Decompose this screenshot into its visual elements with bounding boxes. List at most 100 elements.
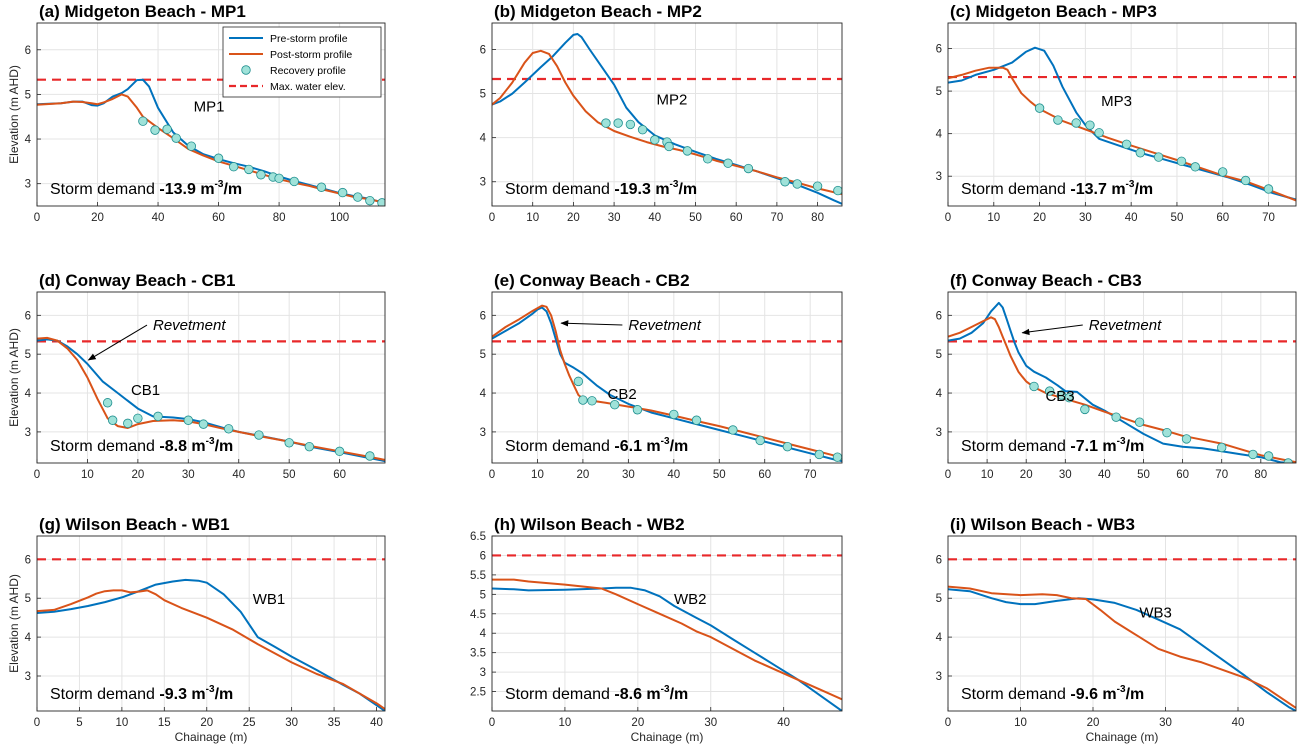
recovery-point xyxy=(183,415,194,425)
axes-frame xyxy=(36,22,386,207)
recovery-point xyxy=(1064,393,1074,403)
y-tick-label: 4 xyxy=(480,133,487,145)
x-tick-label: 50 xyxy=(713,469,726,481)
x-tick-label: 20 xyxy=(1020,469,1033,481)
y-tick-label: 6 xyxy=(25,45,31,57)
revetment-annotation-label: Revetment xyxy=(153,317,226,334)
recovery-point xyxy=(1085,120,1095,130)
y-tick-label: 5 xyxy=(480,89,486,101)
axes-frame xyxy=(491,22,843,207)
x-tick-label: 30 xyxy=(608,212,621,224)
storm-demand-suffix: /m xyxy=(1126,438,1145,455)
panel-title: (e) Conway Beach - CB2 xyxy=(494,271,690,290)
panel-9: 0 10 20 30 40 3 4 5 6 (i) Wilson Beach - WB3 WB3 St… xyxy=(936,515,1297,744)
storm-demand-text: Storm demand -8.8 m-3/m xyxy=(50,436,233,455)
y-axis-label: Elevation (m AHD) xyxy=(7,328,21,427)
storm-demand-value: -7.1 xyxy=(1070,438,1098,455)
plot-series-group xyxy=(948,558,1296,711)
x-tick-label: 40 xyxy=(1232,717,1245,729)
profile-label: MP3 xyxy=(1101,93,1132,110)
legend-entry-label: Post-storm profile xyxy=(270,49,352,61)
panel-title: (a) Midgeton Beach - MP1 xyxy=(39,2,246,21)
recovery-point xyxy=(1248,449,1258,460)
storm-demand-suffix: /m xyxy=(670,438,689,455)
recovery-point xyxy=(244,164,254,175)
x-tick-label: 40 xyxy=(1098,469,1111,481)
revetment-annotation-arrow xyxy=(560,320,623,327)
storm-demand-unit: m xyxy=(646,686,660,703)
x-tick-label: 20 xyxy=(577,469,590,481)
y-tick-label: 5.5 xyxy=(470,570,486,582)
x-tick-label: 0 xyxy=(945,212,951,224)
storm-demand-prefix: Storm demand xyxy=(50,686,155,703)
x-tick-label: 60 xyxy=(1216,212,1229,224)
x-tick-label: 70 xyxy=(770,212,783,224)
x-tick-label: 30 xyxy=(622,469,635,481)
storm-demand-text: Storm demand -13.9 m-3/m xyxy=(50,179,242,198)
x-tick-label: 25 xyxy=(243,717,256,729)
recovery-point xyxy=(610,400,620,410)
storm-demand-value: -9.3 xyxy=(159,686,187,703)
y-tick-label: 5 xyxy=(25,593,31,605)
recovery-point xyxy=(1080,404,1090,415)
panel-title: (g) Wilson Beach - WB1 xyxy=(39,515,230,534)
y-tick-label: 3.5 xyxy=(470,648,486,660)
storm-demand-prefix: Storm demand xyxy=(961,686,1066,703)
recovery-point xyxy=(833,185,842,196)
storm-demand-text: Storm demand -9.6 m-3/m xyxy=(961,684,1144,703)
recovery-point xyxy=(1283,458,1293,463)
y-tick-label: 4 xyxy=(936,632,943,644)
plot-series-group xyxy=(492,554,842,711)
storm-demand-exponent: -3 xyxy=(206,436,215,447)
recovery-point xyxy=(365,195,375,206)
recovery-point xyxy=(1263,451,1274,461)
recovery-point xyxy=(691,415,702,425)
recovery-point xyxy=(334,446,345,457)
y-tick-label: 5 xyxy=(936,593,942,605)
x-tick-label: 50 xyxy=(283,469,296,481)
legend: Pre-storm profile Post-storm profile Recov… xyxy=(222,26,382,98)
x-tick-label: 20 xyxy=(1087,717,1100,729)
storm-demand-prefix: Storm demand xyxy=(961,181,1066,198)
storm-demand-unit: m xyxy=(191,686,205,703)
post-storm-profile-line xyxy=(492,49,842,196)
storm-demand-text: Storm demand -7.1 m-3/m xyxy=(961,436,1144,455)
y-tick-label: 4.5 xyxy=(470,609,486,621)
recovery-point xyxy=(1094,128,1104,138)
storm-demand-suffix: /m xyxy=(223,181,242,198)
x-tick-label: 20 xyxy=(91,212,104,224)
x-tick-label: 0 xyxy=(34,717,40,729)
storm-demand-exponent: -3 xyxy=(1117,684,1126,695)
storm-demand-unit: m xyxy=(646,438,660,455)
storm-demand-suffix: /m xyxy=(670,686,689,703)
profile-label: WB1 xyxy=(253,591,286,608)
y-tick-label: 2.5 xyxy=(470,687,486,699)
x-tick-label: 40 xyxy=(232,469,245,481)
recovery-point xyxy=(587,396,597,406)
recovery-point xyxy=(1263,184,1274,194)
post-storm-profile-line xyxy=(492,578,842,701)
panel-5: 0 10 20 30 40 50 60 70 3 4 5 6 (e) Conway Beach - CB… xyxy=(480,271,843,481)
y-tick-label: 6 xyxy=(480,550,486,562)
y-tick-label: 6 xyxy=(480,44,486,56)
x-tick-label: 40 xyxy=(648,212,661,224)
recovery-point xyxy=(632,405,643,415)
storm-demand-prefix: Storm demand xyxy=(961,438,1066,455)
storm-demand-suffix: /m xyxy=(678,181,697,198)
x-tick-label: 30 xyxy=(1059,469,1072,481)
storm-demand-text: Storm demand -13.7 m-3/m xyxy=(961,179,1153,198)
y-tick-label: 5 xyxy=(480,589,486,601)
recovery-point xyxy=(637,125,648,135)
recovery-point xyxy=(316,182,327,192)
recovery-point xyxy=(1053,115,1063,125)
plot-series-group xyxy=(948,301,1296,463)
storm-demand-text: Storm demand -6.1 m-3/m xyxy=(505,436,688,455)
x-tick-label: 30 xyxy=(704,717,717,729)
revetment-annotation-label: Revetment xyxy=(628,317,701,334)
storm-demand-prefix: Storm demand xyxy=(50,438,155,455)
recovery-point xyxy=(102,398,113,408)
panel-7: 0 5 10 15 20 25 30 35 40 3 4 5 6 (g) Wilson Beach - W… xyxy=(7,515,386,744)
recovery-point xyxy=(153,411,163,422)
y-axis-label: Elevation (m AHD) xyxy=(7,574,21,673)
y-tick-label: 3 xyxy=(25,179,31,191)
